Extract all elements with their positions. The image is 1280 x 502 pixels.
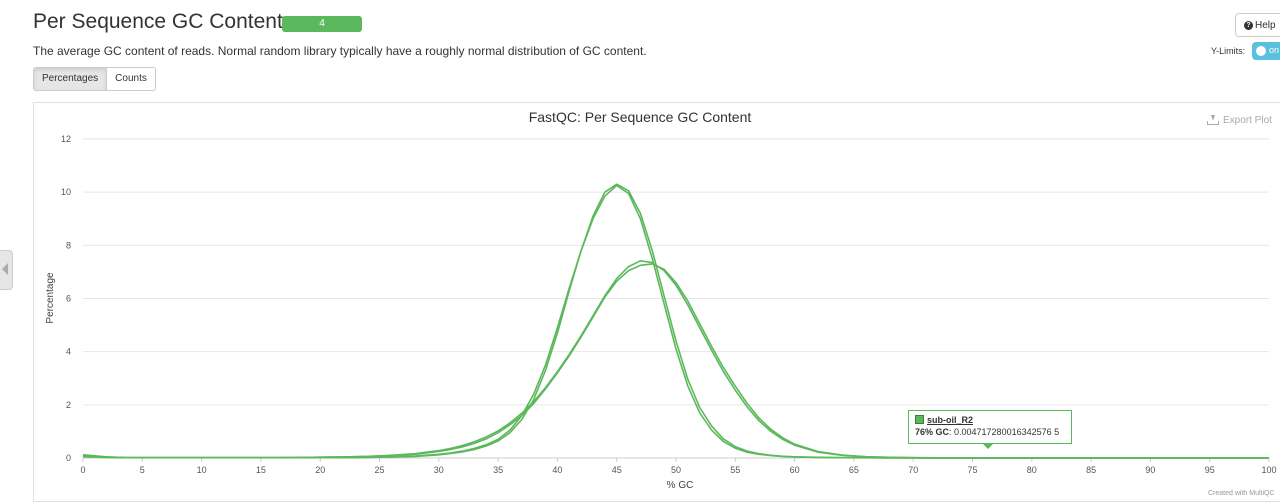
ylimits-toggle[interactable]: on [1252, 42, 1280, 60]
x-tick-label: 95 [1205, 465, 1215, 475]
x-tick-label: 10 [197, 465, 207, 475]
ylimits-label: Y-Limits: [1211, 46, 1246, 56]
tooltip-value: : 0.004717280016342576 5 [949, 427, 1060, 437]
series-swatch [915, 415, 924, 424]
multiqc-credit: Created with MultiQC [1208, 490, 1275, 497]
export-label: Export Plot [1223, 115, 1272, 126]
chart-tooltip: sub-oil_R2 76% GC: 0.004717280016342576 … [908, 410, 1072, 444]
export-plot-button[interactable]: Export Plot [1207, 115, 1272, 126]
series-line-1[interactable] [82, 184, 1269, 459]
help-button[interactable]: ? Help [1235, 13, 1280, 37]
x-tick-label: 60 [790, 465, 800, 475]
series-line-4[interactable] [82, 260, 1269, 459]
series-line-3[interactable] [82, 263, 1269, 459]
download-icon [1207, 115, 1219, 126]
help-label: Help [1255, 20, 1276, 31]
tooltip-x-label: 76% GC [915, 427, 950, 437]
x-tick-label: 90 [1145, 465, 1155, 475]
y-tick-label: 4 [66, 347, 71, 357]
x-tick-label: 35 [493, 465, 503, 475]
x-tick-label: 85 [1086, 465, 1096, 475]
tooltip-pointer [983, 444, 993, 449]
x-tick-label: 100 [1261, 465, 1276, 475]
ylimits-toggle-text: on [1269, 45, 1280, 55]
x-tick-label: 25 [374, 465, 384, 475]
status-badge[interactable]: 4 [282, 16, 362, 32]
x-tick-label: 15 [256, 465, 266, 475]
y-axis-label: Percentage [45, 272, 56, 324]
chevron-left-icon [2, 263, 8, 275]
series-line-2[interactable] [82, 183, 1269, 459]
toggle-knob [1256, 46, 1266, 56]
x-tick-label: 45 [612, 465, 622, 475]
counts-button[interactable]: Counts [107, 67, 156, 91]
section-title: Per Sequence GC Content [33, 10, 283, 33]
x-tick-label: 70 [908, 465, 918, 475]
x-tick-label: 50 [671, 465, 681, 475]
x-tick-label: 20 [315, 465, 325, 475]
y-tick-label: 6 [66, 294, 71, 304]
x-tick-label: 30 [434, 465, 444, 475]
section-description: The average GC content of reads. Normal … [33, 44, 647, 58]
x-tick-label: 5 [140, 465, 145, 475]
y-tick-label: 12 [61, 134, 71, 144]
percentages-button[interactable]: Percentages [33, 67, 108, 91]
question-circle-icon: ? [1244, 20, 1253, 30]
sidebar-collapse-handle[interactable] [0, 250, 13, 290]
y-tick-label: 8 [66, 240, 71, 250]
y-tick-label: 10 [61, 187, 71, 197]
chart-title: FastQC: Per Sequence GC Content [528, 109, 752, 125]
x-axis-label: % GC [667, 480, 694, 491]
x-tick-label: 75 [967, 465, 977, 475]
x-tick-label: 0 [80, 465, 85, 475]
x-tick-label: 80 [1027, 465, 1037, 475]
data-mode-switch: Percentages Counts [33, 67, 156, 91]
x-tick-label: 40 [552, 465, 562, 475]
y-tick-label: 2 [66, 400, 71, 410]
x-tick-label: 65 [849, 465, 859, 475]
tooltip-series-name: sub-oil_R2 [927, 415, 974, 425]
y-tick-label: 0 [66, 453, 71, 463]
x-tick-label: 55 [730, 465, 740, 475]
